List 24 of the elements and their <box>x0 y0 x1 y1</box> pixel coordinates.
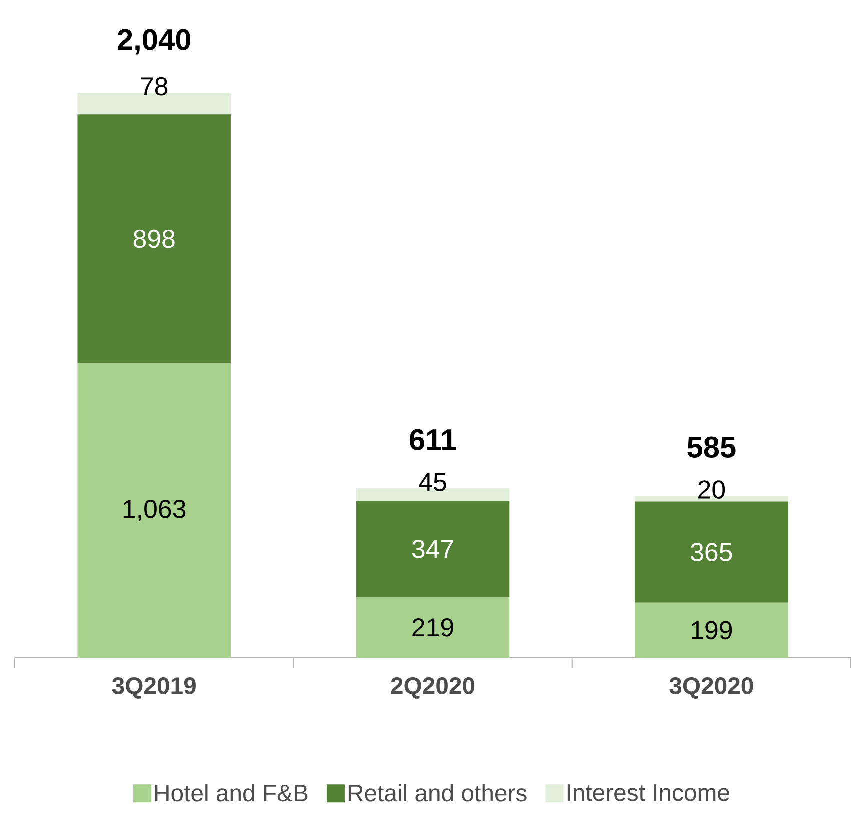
legend-label: Hotel and F&B <box>155 784 308 802</box>
data-label: 347 <box>412 540 454 558</box>
bar <box>635 502 788 603</box>
legend-label: Interest Income <box>568 784 730 802</box>
bar <box>356 597 510 658</box>
data-label: 20 <box>698 480 726 499</box>
data-label: 365 <box>691 543 732 562</box>
bar <box>356 501 510 598</box>
legend-label: Retail and others <box>348 784 527 802</box>
total-label: 585 <box>688 436 736 458</box>
data-label: 45 <box>419 473 446 492</box>
bar <box>635 602 788 658</box>
data-label: 1,063 <box>124 500 186 522</box>
bar <box>78 363 231 658</box>
x-tick-label: 2Q2020 <box>391 678 475 699</box>
data-label: 78 <box>141 77 168 96</box>
data-label: 219 <box>412 618 454 637</box>
data-label: 199 <box>692 621 732 640</box>
x-tick-label: 3Q2019 <box>112 678 196 699</box>
x-tick-label: 3Q2020 <box>670 678 754 699</box>
bar <box>78 114 231 364</box>
total-label: 2,040 <box>118 29 190 55</box>
total-label: 611 <box>410 429 456 450</box>
data-label: 898 <box>134 230 175 248</box>
